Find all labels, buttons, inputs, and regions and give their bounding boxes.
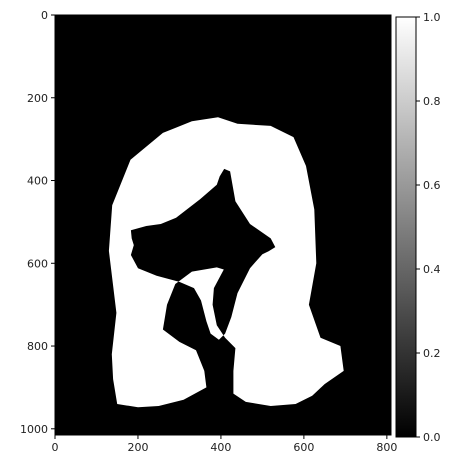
y-tick-label: 400 — [27, 175, 48, 188]
colorbar-tick-label: 0.2 — [423, 347, 441, 360]
colorbar-tick-label: 0.6 — [423, 179, 441, 192]
x-tick-label: 800 — [376, 441, 397, 454]
image-frame — [54, 14, 392, 436]
x-axis: 0 200 400 600 800 — [52, 435, 397, 454]
x-tick-label: 400 — [210, 441, 231, 454]
x-tick-label: 0 — [52, 441, 59, 454]
image-axes: 0 200 400 600 800 0 200 400 600 800 1000 — [20, 9, 397, 454]
colorbar-frame — [395, 16, 417, 438]
y-axis: 0 200 400 600 800 1000 — [20, 9, 55, 436]
x-tick-label: 200 — [127, 441, 148, 454]
colorbar-tick-label: 1.0 — [423, 11, 441, 24]
colorbar-tick-label: 0.0 — [423, 431, 441, 444]
x-tick-label: 600 — [293, 441, 314, 454]
y-tick-label: 1000 — [20, 423, 48, 436]
colorbar-tick-label: 0.8 — [423, 95, 441, 108]
colorbar-gradient — [396, 17, 416, 437]
y-tick-label: 0 — [41, 9, 48, 22]
y-tick-label: 600 — [27, 257, 48, 270]
colorbar: 0.0 0.2 0.4 0.6 0.8 1.0 — [395, 11, 441, 444]
y-tick-label: 800 — [27, 340, 48, 353]
colorbar-tick-label: 0.4 — [423, 263, 441, 276]
colorbar-axis: 0.0 0.2 0.4 0.6 0.8 1.0 — [416, 11, 441, 444]
mask-region — [108, 117, 344, 408]
y-tick-label: 200 — [27, 92, 48, 105]
